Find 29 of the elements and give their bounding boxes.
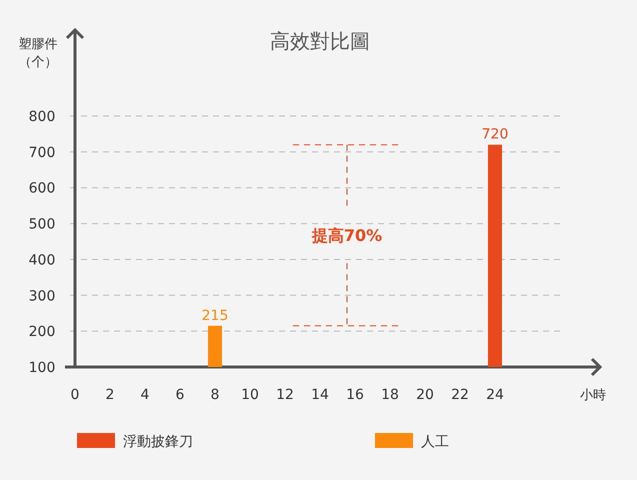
x-tick-label: 16 — [346, 387, 364, 403]
y-tick-label: 700 — [28, 144, 56, 161]
x-axis-title: 小時 — [580, 388, 606, 403]
x-tick-label: 6 — [176, 387, 185, 403]
y-tick-label: 300 — [28, 288, 56, 304]
x-tick-label: 0 — [70, 387, 80, 403]
x-tick-label: 24 — [486, 387, 504, 403]
x-tick-label: 4 — [140, 387, 150, 403]
y-tick-label: 500 — [28, 216, 56, 233]
chart-title: 高效對比圖 — [270, 29, 370, 53]
y-tick-label: 800 — [28, 109, 56, 126]
x-tick-label: 14 — [311, 387, 329, 403]
y-tick-label: 400 — [28, 252, 56, 268]
x-tick-label: 8 — [210, 387, 220, 403]
y-tick-label: 200 — [28, 324, 56, 340]
data-label: 720 — [482, 126, 508, 143]
x-tick-label: 18 — [381, 387, 399, 403]
y-tick-label: 100 — [28, 360, 56, 376]
x-tick-label: 20 — [416, 387, 434, 403]
y-axis-title: 塑膠件（个） — [18, 36, 58, 72]
x-tick-label: 22 — [451, 387, 469, 403]
legend-label: 浮動披鋒刀 — [123, 434, 193, 450]
annotation: 提高70% — [310, 226, 382, 246]
legend-label: 人工 — [421, 434, 449, 450]
x-tick-label: 2 — [106, 387, 114, 403]
y-tick-label: 600 — [28, 180, 56, 197]
data-label: 215 — [202, 308, 228, 324]
x-tick-label: 10 — [241, 387, 259, 403]
x-tick-label: 12 — [276, 387, 294, 403]
